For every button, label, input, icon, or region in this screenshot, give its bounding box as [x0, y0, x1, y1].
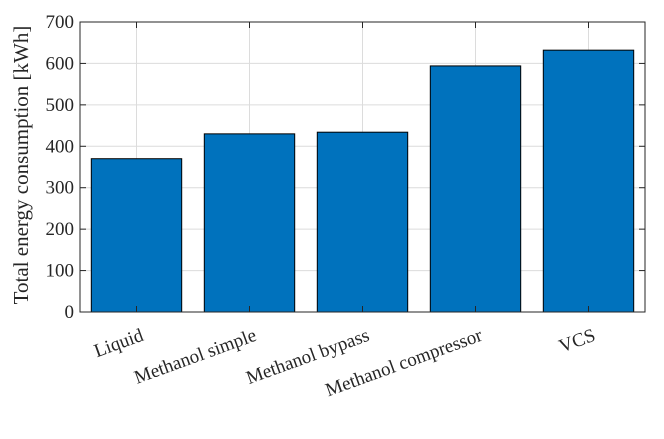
bar-methanol-bypass — [316, 131, 409, 313]
x-tick-label: Methanol simple — [132, 325, 260, 389]
bars-group — [90, 49, 635, 313]
y-tick-label: 0 — [65, 302, 75, 323]
x-tick-label: Liquid — [91, 325, 146, 362]
y-tick-label: 100 — [46, 261, 75, 282]
bar-vcs — [542, 49, 635, 313]
bar-methanol-compressor — [429, 65, 522, 313]
y-tick-label: 700 — [46, 12, 75, 33]
bar-liquid — [90, 158, 183, 313]
y-tick-label: 200 — [46, 219, 75, 240]
bar-methanol-simple — [203, 133, 296, 313]
y-tick-label: 300 — [46, 178, 75, 199]
x-tick-label: VCS — [556, 325, 598, 357]
y-tick-label: 600 — [46, 53, 75, 74]
y-axis-ticks: 0 100 200 300 400 500 600 700 — [46, 12, 645, 323]
y-axis-label: Total energy consumption [kWh] — [9, 26, 33, 305]
y-tick-label: 400 — [46, 136, 75, 157]
y-tick-label: 500 — [46, 95, 75, 116]
